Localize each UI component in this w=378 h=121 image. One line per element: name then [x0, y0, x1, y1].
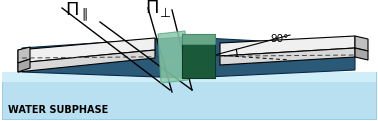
Polygon shape	[22, 37, 355, 78]
Polygon shape	[18, 38, 155, 63]
Text: $\bot$: $\bot$	[157, 6, 171, 20]
Polygon shape	[18, 50, 155, 72]
Text: WATER SUBPHASE: WATER SUBPHASE	[8, 105, 108, 115]
Polygon shape	[18, 59, 30, 72]
Polygon shape	[220, 36, 355, 56]
Text: $\Pi$: $\Pi$	[145, 0, 159, 17]
Polygon shape	[355, 36, 368, 51]
Text: $\Pi$: $\Pi$	[65, 1, 79, 19]
Text: 90°: 90°	[270, 34, 288, 44]
Polygon shape	[182, 34, 215, 44]
Polygon shape	[355, 48, 368, 60]
Polygon shape	[18, 47, 30, 63]
Polygon shape	[220, 48, 355, 65]
Polygon shape	[182, 34, 215, 78]
Polygon shape	[158, 31, 188, 83]
Polygon shape	[2, 72, 376, 82]
Polygon shape	[2, 72, 376, 119]
Text: $\parallel$: $\parallel$	[79, 7, 88, 23]
